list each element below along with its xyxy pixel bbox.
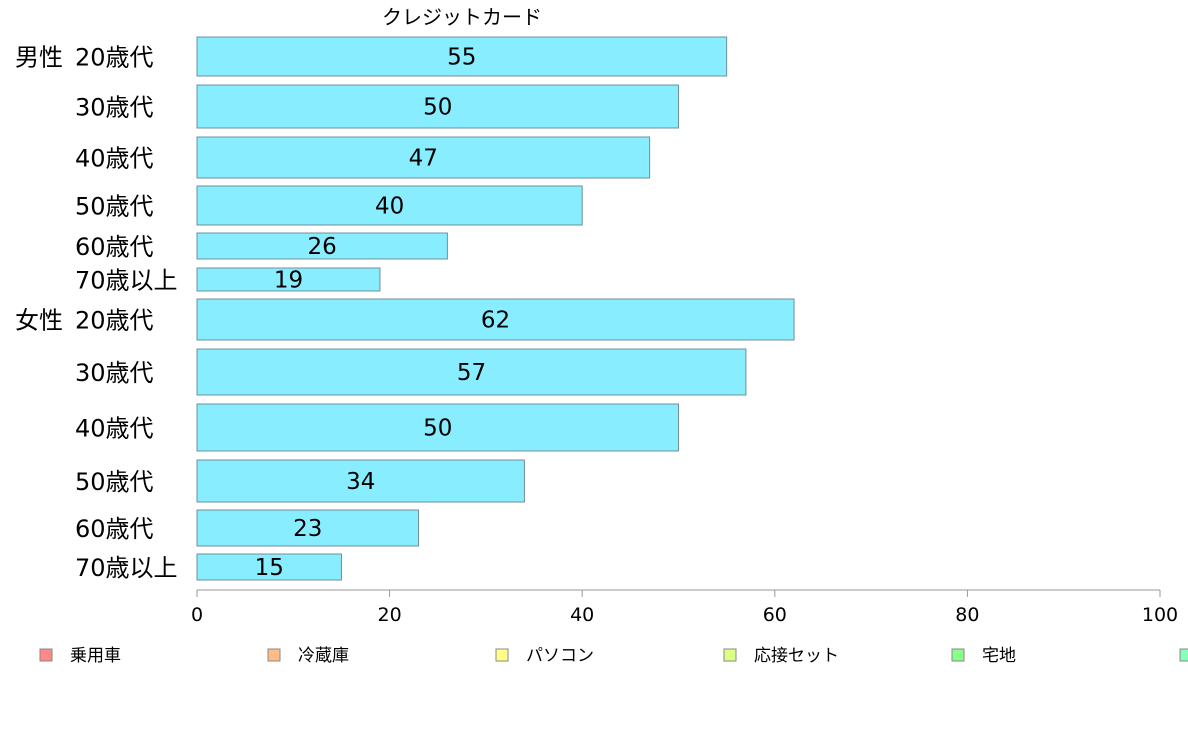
bar: [196, 84, 679, 129]
bar-value-label: 47: [409, 146, 438, 172]
category-label: 50歳代: [75, 193, 154, 221]
category-label: 20歳代: [75, 307, 154, 335]
category-label: 60歳代: [75, 515, 154, 543]
legend-label: 冷蔵庫: [298, 646, 349, 666]
category-label: 30歳代: [75, 94, 154, 122]
legend-swatch: [267, 648, 281, 662]
category-label: 40歳代: [75, 145, 154, 173]
x-tick-label: 0: [191, 604, 203, 626]
x-tick-label: 20: [378, 604, 402, 626]
bar-value-label: 26: [308, 234, 337, 260]
category-label: 50歳代: [75, 468, 154, 496]
bar-value-label: 34: [346, 469, 375, 495]
bar-value-label: 50: [423, 95, 452, 121]
bar-value-label: 62: [481, 308, 510, 334]
bar-value-label: 50: [423, 416, 452, 442]
category-label: 70歳以上: [75, 554, 178, 582]
bar-value-label: 23: [293, 516, 322, 542]
bar: [196, 136, 651, 179]
legend-swatch: [1179, 648, 1188, 662]
bar: [196, 459, 525, 503]
bar: [196, 553, 342, 581]
bar-value-label: 19: [274, 268, 303, 294]
x-tick-label: 80: [955, 604, 979, 626]
bar-value-label: 55: [447, 45, 476, 71]
legend-swatch: [951, 648, 965, 662]
legend-swatch: [495, 648, 509, 662]
x-tick-label: 40: [570, 604, 594, 626]
bar: [196, 298, 795, 341]
bar: [196, 36, 728, 77]
chart-title: クレジットカード: [382, 5, 542, 29]
x-tick-label: 60: [763, 604, 787, 626]
category-label: 30歳代: [75, 359, 154, 387]
legend-swatch: [723, 648, 737, 662]
category-label: 60歳代: [75, 233, 154, 261]
group-label: 女性: [15, 307, 63, 335]
legend-label: 応接セット: [754, 646, 839, 666]
legend-label: 乗用車: [70, 646, 121, 666]
bar-value-label: 57: [457, 360, 486, 386]
group-label: 男性: [15, 44, 63, 72]
bar: [196, 185, 583, 226]
legend-label: パソコン: [526, 646, 594, 666]
bar-value-label: 15: [255, 555, 284, 581]
legend-swatch: [39, 648, 53, 662]
bar: [196, 348, 747, 396]
category-label: 40歳代: [75, 415, 154, 443]
legend-label: 宅地: [982, 646, 1016, 666]
x-tick-label: 100: [1142, 604, 1178, 626]
category-label: 20歳代: [75, 44, 154, 72]
bar: [196, 232, 448, 260]
bar: [196, 267, 381, 292]
bar: [196, 509, 419, 547]
bar: [196, 403, 679, 452]
bar-value-label: 40: [375, 194, 404, 220]
category-label: 70歳以上: [75, 267, 178, 295]
